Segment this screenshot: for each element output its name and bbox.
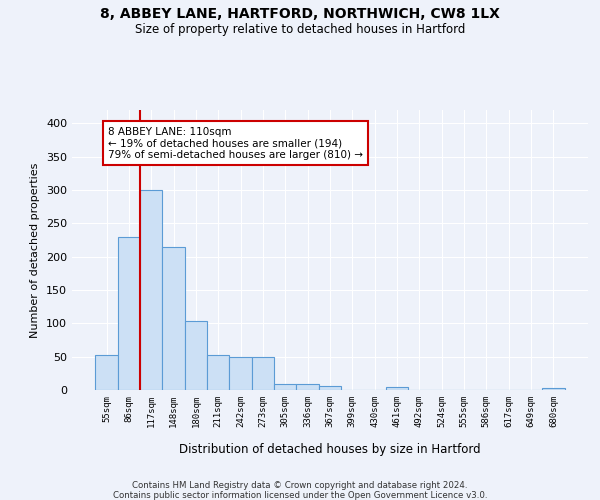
- Y-axis label: Number of detached properties: Number of detached properties: [31, 162, 40, 338]
- Text: 8, ABBEY LANE, HARTFORD, NORTHWICH, CW8 1LX: 8, ABBEY LANE, HARTFORD, NORTHWICH, CW8 …: [100, 8, 500, 22]
- Bar: [319, 386, 341, 390]
- Bar: [296, 384, 319, 390]
- Text: Contains public sector information licensed under the Open Government Licence v3: Contains public sector information licen…: [113, 491, 487, 500]
- Bar: [185, 322, 207, 390]
- Bar: [95, 354, 118, 390]
- Bar: [163, 246, 185, 390]
- Text: Size of property relative to detached houses in Hartford: Size of property relative to detached ho…: [135, 22, 465, 36]
- Bar: [386, 388, 408, 390]
- Text: Distribution of detached houses by size in Hartford: Distribution of detached houses by size …: [179, 442, 481, 456]
- Text: Contains HM Land Registry data © Crown copyright and database right 2024.: Contains HM Land Registry data © Crown c…: [132, 481, 468, 490]
- Bar: [274, 384, 296, 390]
- Bar: [207, 356, 229, 390]
- Bar: [229, 356, 252, 390]
- Text: 8 ABBEY LANE: 110sqm
← 19% of detached houses are smaller (194)
79% of semi-deta: 8 ABBEY LANE: 110sqm ← 19% of detached h…: [108, 126, 363, 160]
- Bar: [140, 190, 163, 390]
- Bar: [252, 358, 274, 390]
- Bar: [542, 388, 565, 390]
- Bar: [118, 236, 140, 390]
